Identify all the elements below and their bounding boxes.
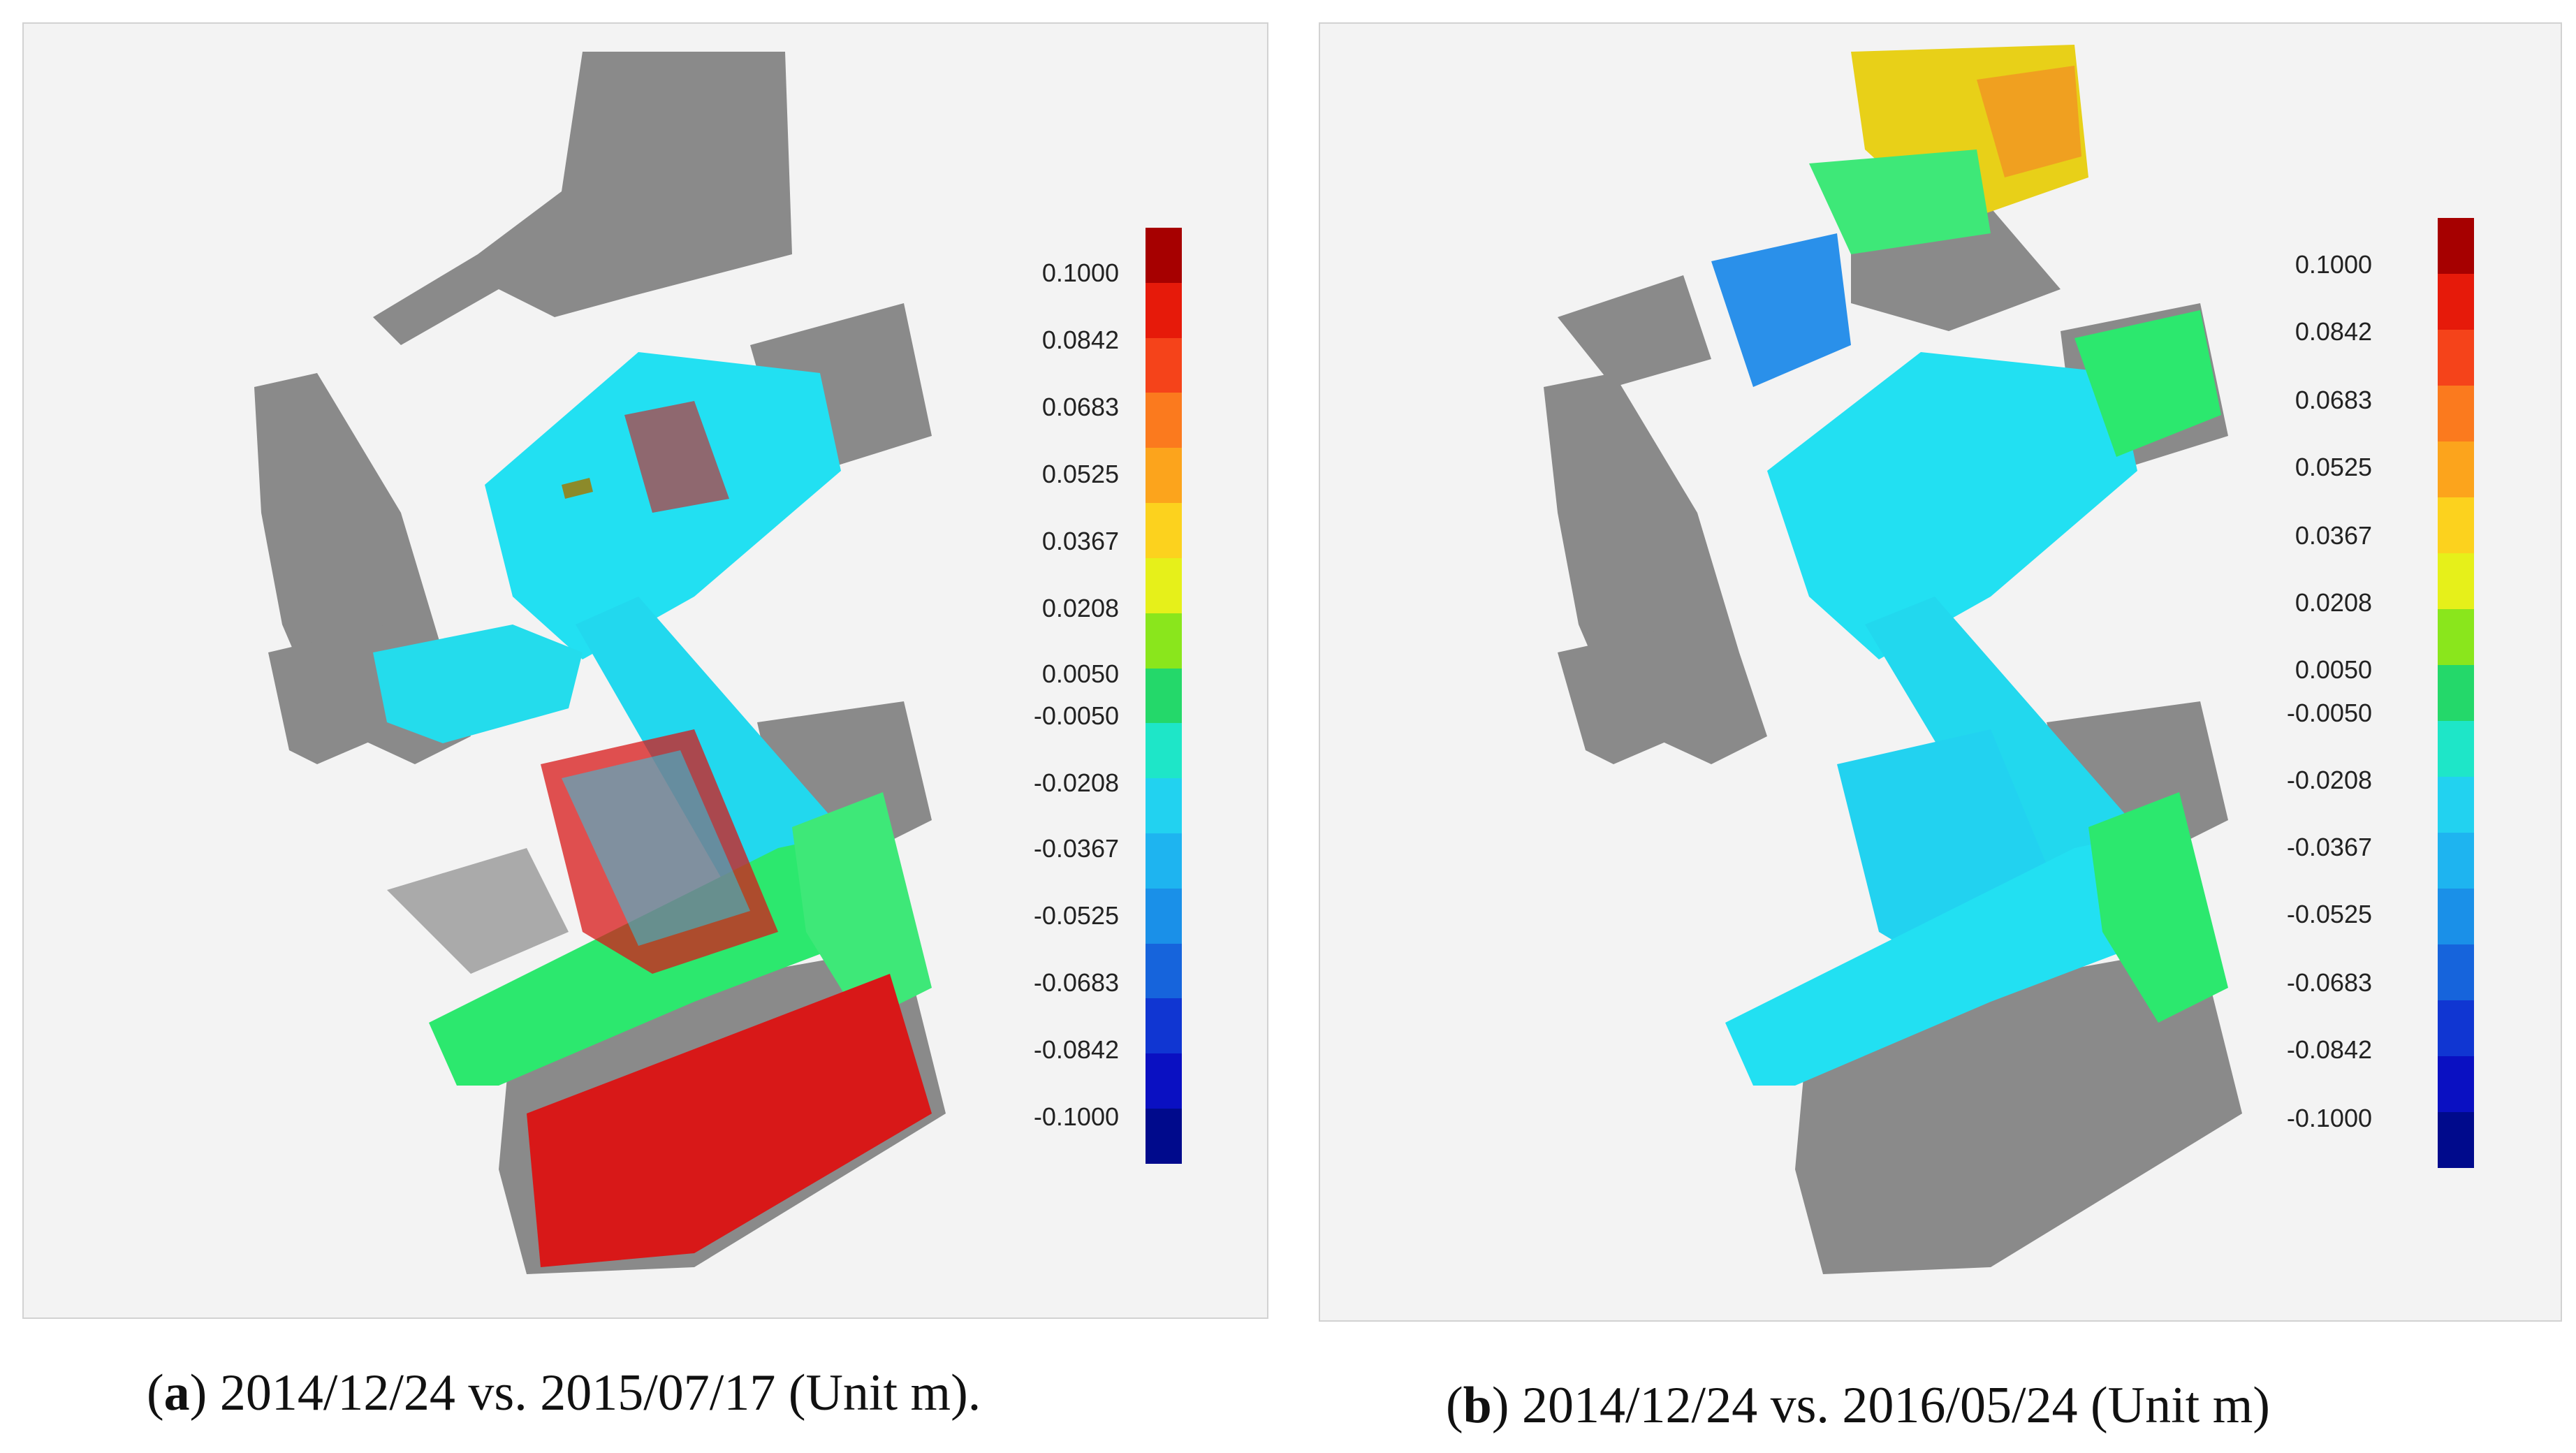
colorbar-segment	[2438, 944, 2474, 1000]
colorbar-segment	[2438, 330, 2474, 386]
panel-a-colorbar	[1146, 228, 1182, 1164]
tick-label: 0.0842	[2295, 317, 2372, 346]
colorbar-segment	[2438, 665, 2474, 721]
map-a-upper-red-spots	[624, 401, 729, 513]
colorbar-segment	[1146, 943, 1182, 999]
tick-label: -0.0842	[2286, 1035, 2372, 1064]
map-b-south-corridor-cyan	[1725, 827, 2193, 1086]
tick-label: -0.1000	[2286, 1104, 2372, 1132]
colorbar-segment	[2438, 833, 2474, 889]
map-a-north-wing	[373, 52, 792, 345]
colorbar-segment	[1146, 448, 1182, 504]
tick-label: 0.0842	[1041, 326, 1119, 354]
colorbar-segment	[1146, 282, 1182, 338]
tick-label: -0.0367	[2286, 833, 2372, 861]
caption-a-text: 2014/12/24 vs. 2015/07/17 (Unit m).	[207, 1364, 981, 1422]
panel-b-point-cloud-map	[1544, 45, 2242, 1274]
tick-label: -0.0208	[1033, 768, 1119, 797]
tick-label: -0.0050	[2286, 699, 2372, 727]
colorbar-segment	[2438, 274, 2474, 330]
colorbar-segment	[1146, 833, 1182, 889]
colorbar-segment	[2438, 1000, 2474, 1056]
map-a-south-red	[527, 974, 932, 1267]
colorbar-segment	[1146, 337, 1182, 393]
colorbar-segment	[1146, 778, 1182, 833]
tick-label: 0.0683	[2295, 386, 2372, 414]
map-a-east-bend-green	[792, 792, 932, 1023]
tick-label: 0.0208	[1041, 594, 1119, 622]
map-b-north-left-blue	[1711, 233, 1851, 387]
tick-label: 0.0367	[2295, 521, 2372, 550]
map-b-east-green	[2074, 310, 2221, 457]
colorbar-segment	[1146, 1109, 1182, 1164]
colorbar-segment	[2438, 721, 2474, 777]
tick-label: 0.0525	[2295, 453, 2372, 481]
map-b-upper-left-gray	[1558, 275, 1711, 387]
panel-b-colorbar	[2438, 218, 2474, 1168]
tick-label: -0.0367	[1033, 834, 1119, 863]
colorbar-segment	[2438, 1056, 2474, 1112]
colorbar-segment	[1146, 613, 1182, 669]
colorbar-segment	[2438, 386, 2474, 441]
map-a-sw-lines	[387, 848, 569, 974]
caption-a-letter: a	[163, 1364, 190, 1422]
colorbar-segment	[1146, 503, 1182, 558]
panel-b-plot: 0.1000 0.0842 0.0683 0.0525 0.0367 0.020…	[1319, 22, 2562, 1322]
colorbar-segment	[1146, 393, 1182, 448]
colorbar-segment	[2438, 218, 2474, 274]
colorbar-segment	[2438, 777, 2474, 833]
tick-label: 0.0050	[2295, 655, 2372, 684]
colorbar-segment	[1146, 1053, 1182, 1109]
map-a-diagonal-corridor-cyan	[576, 597, 834, 904]
tick-label: 0.0367	[1041, 527, 1119, 555]
tick-label: 0.0525	[1041, 460, 1119, 488]
panel-a-point-cloud-map	[254, 52, 946, 1274]
tick-label: -0.0842	[1033, 1035, 1119, 1064]
tick-label: -0.0525	[1033, 901, 1119, 930]
map-a-west-branch-cyan	[373, 625, 583, 743]
tick-label: 0.0208	[2295, 588, 2372, 617]
colorbar-segment	[1146, 998, 1182, 1054]
colorbar-segment	[1146, 668, 1182, 724]
tick-label: 0.1000	[1041, 258, 1119, 287]
map-a-center-block-cyan	[562, 750, 750, 946]
tick-label: -0.0050	[1033, 701, 1119, 730]
caption-b: (b) 2014/12/24 vs. 2016/05/24 (Unit m)	[1446, 1377, 2270, 1434]
map-b-north-wing-orange	[1977, 66, 2081, 177]
colorbar-segment	[1146, 228, 1182, 283]
colorbar-segment	[2438, 609, 2474, 665]
colorbar-segment	[1146, 557, 1182, 613]
caption-b-text: 2014/12/24 vs. 2016/05/24 (Unit m)	[1509, 1377, 2270, 1434]
map-a-olive-accent	[562, 478, 593, 499]
colorbar-segment	[1146, 888, 1182, 944]
panel-a-plot: 0.1000 0.0842 0.0683 0.0525 0.0367 0.020…	[22, 22, 1268, 1319]
colorbar-segment	[2438, 441, 2474, 497]
colorbar-segment	[2438, 889, 2474, 944]
caption-b-letter: b	[1463, 1377, 1492, 1434]
colorbar-segment	[1146, 723, 1182, 779]
map-b-west-wing	[1558, 625, 1711, 764]
colorbar-segment	[2438, 1112, 2474, 1168]
tick-label: -0.0208	[2286, 766, 2372, 794]
map-b-east-bend-green	[2088, 792, 2228, 1023]
colorbar-segment	[2438, 497, 2474, 553]
tick-label: 0.0050	[1041, 659, 1119, 688]
caption-a: (a) 2014/12/24 vs. 2015/07/17 (Unit m).	[147, 1364, 981, 1422]
map-b-north-green	[1809, 149, 1991, 254]
tick-label: -0.0683	[2286, 968, 2372, 997]
tick-label: 0.0683	[1041, 393, 1119, 421]
tick-label: -0.0525	[2286, 900, 2372, 928]
map-b-upper-corridor-cyan	[1767, 352, 2137, 659]
tick-label: -0.1000	[1033, 1102, 1119, 1131]
colorbar-segment	[2438, 553, 2474, 609]
tick-label: 0.1000	[2295, 250, 2372, 279]
tick-label: -0.0683	[1033, 968, 1119, 997]
